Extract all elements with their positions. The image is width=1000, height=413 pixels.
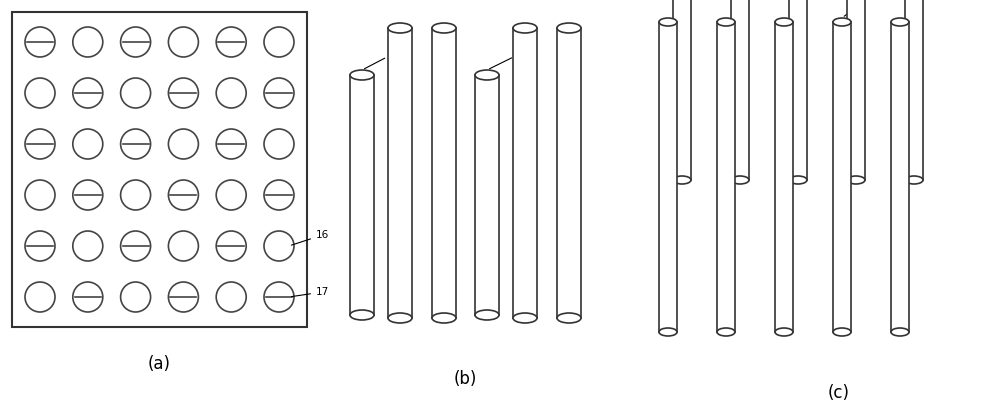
- Text: (b): (b): [454, 370, 477, 388]
- Bar: [659, 22, 677, 332]
- Text: 17: 17: [291, 287, 329, 297]
- Bar: [673, 0, 691, 180]
- Text: 17: 17: [489, 47, 530, 69]
- Bar: [557, 28, 581, 318]
- Ellipse shape: [775, 18, 793, 26]
- Ellipse shape: [513, 313, 537, 323]
- Ellipse shape: [891, 18, 909, 26]
- Ellipse shape: [731, 176, 749, 184]
- Text: 16: 16: [364, 47, 403, 69]
- Ellipse shape: [789, 176, 807, 184]
- Bar: [432, 28, 456, 318]
- Bar: [513, 28, 537, 318]
- Ellipse shape: [891, 328, 909, 336]
- Bar: [847, 0, 865, 180]
- Ellipse shape: [775, 328, 793, 336]
- Bar: [717, 22, 735, 332]
- Ellipse shape: [432, 313, 456, 323]
- Ellipse shape: [847, 176, 865, 184]
- Ellipse shape: [833, 328, 851, 336]
- Bar: [350, 75, 374, 315]
- Ellipse shape: [475, 310, 499, 320]
- Text: 17: 17: [844, 0, 875, 16]
- Ellipse shape: [350, 310, 374, 320]
- Ellipse shape: [388, 313, 412, 323]
- Ellipse shape: [659, 18, 677, 26]
- Ellipse shape: [905, 176, 923, 184]
- Text: 16: 16: [0, 412, 1, 413]
- Ellipse shape: [513, 23, 537, 33]
- Bar: [475, 75, 499, 315]
- Bar: [388, 28, 412, 318]
- Ellipse shape: [717, 328, 735, 336]
- Bar: [12, 12, 307, 327]
- Ellipse shape: [557, 313, 581, 323]
- Text: (a): (a): [148, 355, 171, 373]
- Bar: [891, 22, 909, 332]
- Ellipse shape: [388, 23, 412, 33]
- Bar: [905, 0, 923, 180]
- Text: (c): (c): [828, 384, 850, 402]
- Bar: [775, 22, 793, 332]
- Bar: [731, 0, 749, 180]
- Ellipse shape: [557, 23, 581, 33]
- Ellipse shape: [432, 23, 456, 33]
- Ellipse shape: [475, 70, 499, 80]
- Ellipse shape: [717, 18, 735, 26]
- Bar: [833, 22, 851, 332]
- Bar: [789, 0, 807, 180]
- Ellipse shape: [659, 328, 677, 336]
- Text: 16: 16: [291, 230, 329, 245]
- Ellipse shape: [350, 70, 374, 80]
- Ellipse shape: [833, 18, 851, 26]
- Ellipse shape: [673, 176, 691, 184]
